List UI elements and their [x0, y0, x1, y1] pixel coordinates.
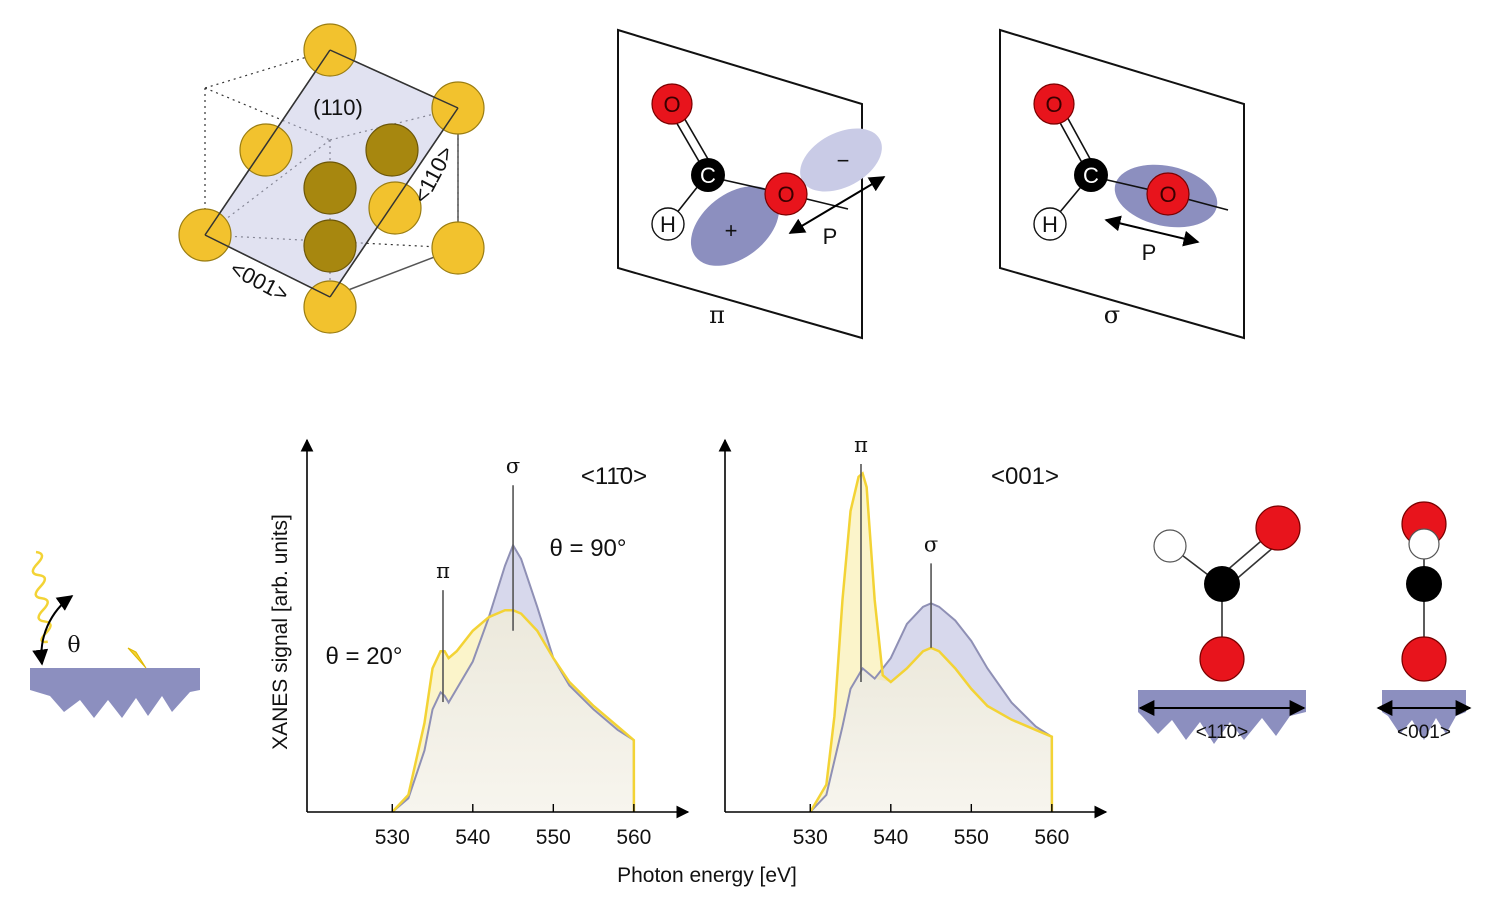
- x-tick-label: 550: [954, 826, 989, 849]
- ads001-hydrogen: [1408, 528, 1440, 560]
- crystal-atoms-back: [303, 123, 419, 273]
- pi-carbon: [691, 158, 725, 192]
- theta-20-label: θ = 20°: [326, 643, 403, 670]
- theta-90-label: θ = 90°: [550, 535, 627, 562]
- sigma-oxygen-mid-label: O: [1159, 182, 1176, 207]
- xray-wave: [31, 550, 52, 644]
- pi-orbital-panel: O C H O + − P π: [617, 28, 886, 340]
- crystal-unit-cell: (110) <110> <001>: [178, 23, 485, 334]
- pi-polarization-arrow: [788, 176, 886, 234]
- pi-hydrogen: [651, 207, 685, 241]
- ads110-oxygen-top: [1255, 505, 1301, 551]
- pi-plus-label: +: [725, 218, 738, 243]
- theta-arc: [32, 595, 74, 666]
- ads110-carbon: [1204, 566, 1240, 602]
- sigma-polarization-label: P: [1142, 240, 1157, 265]
- sigma-orbital-panel: O C H O P σ: [999, 28, 1245, 340]
- pi-minus-label: −: [837, 148, 850, 173]
- xanes-chart-110: 530 540 550 560 π σ: [300, 438, 690, 849]
- adsorbed-view-001: <001>: [1376, 501, 1472, 743]
- chart-110-title: <11̄0>: [581, 463, 647, 490]
- series-line-theta-90: [809, 602, 1053, 813]
- x-tick-label: 560: [616, 826, 651, 849]
- pi-oxygen-top: [651, 83, 693, 125]
- series-line-theta-20: [391, 608, 636, 813]
- sigma-carbon-label: C: [1083, 163, 1099, 188]
- surface-001-label: <001>: [1397, 722, 1451, 743]
- plane-outline-front: [204, 49, 459, 298]
- x-tick-label: 530: [375, 826, 410, 849]
- ads001-carbon: [1406, 566, 1442, 602]
- plane-110-label: (110): [313, 95, 363, 120]
- y-axis-label: XANES signal [arb. units]: [269, 514, 292, 750]
- theta-label: θ: [67, 633, 80, 658]
- incidence-schematic: θ: [30, 550, 200, 718]
- pi-carbon-label: C: [700, 163, 716, 188]
- pi-panel-label: π: [709, 301, 725, 329]
- series-fill-overlap: [810, 647, 1052, 812]
- series-line-theta-90: [391, 542, 635, 813]
- series-line-theta-20: [809, 471, 1054, 813]
- pi-annotation: π: [436, 559, 450, 583]
- xray-arrowhead: [127, 647, 147, 669]
- pi-oxygen-top-label: O: [663, 92, 680, 117]
- sigma-hydrogen-label: H: [1042, 212, 1058, 237]
- sigma-oxygen-mid: [1146, 172, 1190, 216]
- chart-001-title: <001>: [991, 463, 1059, 490]
- x-tick-label: 550: [536, 826, 571, 849]
- incidence-surface: [30, 668, 200, 718]
- sigma-oxygen-top: [1033, 83, 1075, 125]
- adsorbed-view-110: <11̄0>: [1138, 505, 1306, 744]
- ads110-hydrogen: [1153, 529, 1187, 563]
- pi-annotation: π: [854, 433, 868, 457]
- sigma-oxygen-top-label: O: [1045, 92, 1062, 117]
- x-axis-label: Photon energy [eV]: [617, 864, 797, 887]
- sigma-annotation: σ: [924, 532, 938, 556]
- sigma-panel-label: σ: [1104, 301, 1120, 329]
- x-tick-label: 540: [455, 826, 490, 849]
- surface-110-label: <11̄0>: [1196, 722, 1248, 743]
- sigma-hydrogen: [1033, 207, 1067, 241]
- ads001-oxygen-bottom: [1401, 636, 1447, 682]
- pi-hydrogen-label: H: [660, 212, 676, 237]
- pi-lobe-minus: [800, 128, 882, 192]
- pi-lobe-plus: [690, 186, 780, 266]
- pi-polarization-label: P: [823, 224, 838, 249]
- x-tick-label: 530: [793, 826, 828, 849]
- ads110-oxygen-bottom: [1199, 636, 1245, 682]
- series-fill-overlap: [392, 610, 634, 812]
- sigma-annotation: σ: [506, 454, 520, 478]
- pi-oxygen-mid-label: O: [777, 182, 794, 207]
- sigma-polarization-arrow: [1104, 215, 1200, 247]
- x-tick-label: 540: [873, 826, 908, 849]
- xanes-chart-001: 530 540 550 560 π σ: [718, 433, 1108, 849]
- x-tick-label: 560: [1034, 826, 1069, 849]
- sigma-carbon: [1074, 158, 1108, 192]
